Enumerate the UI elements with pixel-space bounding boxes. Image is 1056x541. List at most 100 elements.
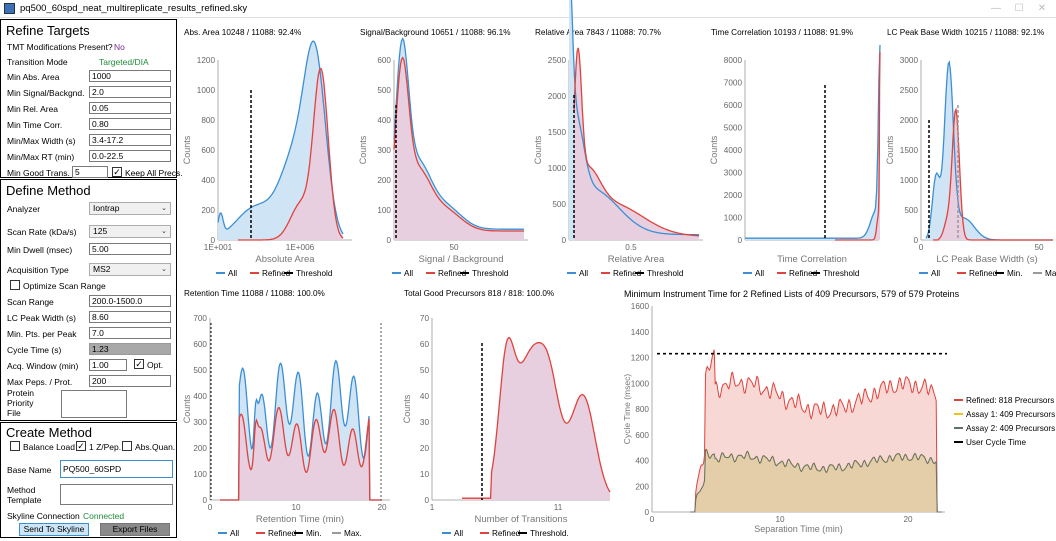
y-tick-label: 1400 — [631, 328, 650, 337]
skyline-connection-label: Skyline Connection — [7, 511, 80, 521]
y-tick-label: 1600 — [631, 302, 650, 311]
y-tick-label: 0 — [913, 236, 918, 245]
min-max-rt-label: Min/Max RT (min) — [7, 152, 75, 162]
x-tick-label: 0 — [208, 503, 213, 512]
close-button[interactable]: ✕ — [1037, 3, 1047, 14]
chevron-down-icon: ⌄ — [161, 228, 167, 235]
keep-all-precs-label: Keep All Precs. — [125, 168, 183, 178]
refined-series-line — [573, 47, 700, 237]
optimize-scan-range-checkbox[interactable] — [10, 280, 20, 290]
min-good-trans-input[interactable]: 5 — [72, 166, 108, 178]
y-tick-label: 70 — [420, 314, 430, 323]
abs-quan-checkbox[interactable] — [122, 441, 132, 451]
y-axis-title: Counts — [358, 135, 368, 164]
acquisition-type-select[interactable]: MS2 ⌄ — [89, 263, 171, 276]
method-template-input[interactable] — [60, 484, 173, 505]
cycle-chart-title: Minimum Instrument Time for 2 Refined Li… — [624, 289, 960, 299]
one-z-pep-checkbox[interactable]: ✓ — [76, 441, 86, 451]
x-axis-title: LC Peak Base Width (s) — [936, 254, 1037, 265]
export-files-button[interactable]: Export Files — [100, 523, 170, 536]
y-tick-label: 40 — [420, 392, 430, 401]
min-abs-area-label: Min Abs. Area — [7, 72, 60, 82]
max-peps-input[interactable]: 200 — [89, 375, 171, 387]
legend-label: Threshold. — [530, 529, 569, 538]
y-axis-title: Counts — [182, 394, 192, 423]
x-tick-label: 20 — [903, 515, 913, 524]
scan-range-input[interactable]: 200.0-1500.0 — [89, 295, 171, 307]
send-to-skyline-button[interactable]: Send To Skyline — [19, 523, 89, 536]
legend-label: Refined — [789, 269, 818, 278]
min-good-trans-label: Min Good Trans. — [7, 168, 70, 178]
min-abs-area-input[interactable]: 1000 — [89, 70, 171, 82]
x-tick-label: 1 — [430, 503, 435, 512]
min-max-rt-input[interactable]: 0.0-22.5 — [89, 150, 171, 162]
y-tick-label: 1200 — [197, 56, 216, 65]
y-tick-label: 1500 — [900, 146, 919, 155]
min-max-width-input[interactable]: 3.4-17.2 — [89, 134, 171, 146]
legend-label: All — [931, 269, 940, 278]
min-dwell-input[interactable]: 5.00 — [89, 243, 171, 255]
y-tick-label: 60 — [420, 340, 430, 349]
tcorr-chart-title: Time Correlation 10193 / 11088: 91.9% — [711, 28, 854, 37]
x-tick-label: 10 — [291, 503, 301, 512]
refined-series-line — [238, 67, 344, 241]
base-name-input[interactable]: PQ500_60SPD — [60, 460, 173, 478]
protein-priority-file-input[interactable] — [61, 390, 127, 418]
max-peps-label: Max Peps. / Prot. — [7, 377, 73, 387]
all-series-fill — [745, 45, 880, 240]
y-tick-label: 3000 — [900, 56, 919, 65]
legend-label: Min. — [1007, 269, 1022, 278]
opt-checkbox[interactable]: ✓ — [134, 359, 144, 369]
balance-load-checkbox[interactable] — [10, 441, 20, 451]
y-tick-label: 0 — [644, 508, 649, 517]
minimize-button[interactable]: — — [991, 3, 1001, 14]
min-pts-input[interactable]: 7.0 — [89, 327, 171, 339]
legend-label: Threshold — [472, 269, 509, 278]
refined-series-line — [690, 349, 942, 513]
acq-window-input[interactable]: 1.00 — [89, 359, 127, 371]
legend-label: Max. — [1045, 269, 1056, 278]
y-tick-label: 800 — [201, 116, 215, 125]
chevron-down-icon: ⌄ — [161, 205, 167, 212]
refined-series-fill — [574, 47, 699, 241]
min-rel-area-input[interactable]: 0.05 — [89, 102, 171, 114]
refined-series-fill — [462, 337, 610, 500]
y-axis-title: Counts — [709, 135, 719, 164]
min-time-corr-input[interactable]: 0.80 — [89, 118, 171, 130]
create-method-panel: Create Method Balance Load ✓ 1 Z/Pep. Ab… — [0, 422, 177, 538]
x-axis-title: Separation Time (min) — [754, 524, 843, 534]
define-method-panel: Define Method Analyzer Iontrap ⌄ Scan Rat… — [0, 179, 177, 421]
scan-rate-select[interactable]: 125 ⌄ — [89, 225, 171, 238]
cycle-time-value: 1.23 — [89, 343, 171, 355]
y-tick-label: 2000 — [724, 191, 743, 200]
y-tick-label: 50 — [420, 366, 430, 375]
y-tick-label: 200 — [193, 444, 207, 453]
y-tick-label: 400 — [201, 176, 215, 185]
refined-series-fill — [220, 407, 382, 500]
y-tick-label: 800 — [635, 405, 649, 414]
rel-chart: 0 500 1000 1500 2000 2500 0.5 Relative Area Coun… — [533, 0, 703, 278]
x-axis-title: Time Correlation — [777, 254, 847, 265]
legend-label: All — [454, 529, 463, 538]
analyzer-select[interactable]: Iontrap ⌄ — [89, 202, 171, 215]
create-method-header: Create Method — [6, 425, 92, 440]
all-series-line — [217, 40, 344, 235]
x-tick-label: 50 — [1034, 243, 1044, 252]
refined-series-line — [835, 51, 881, 241]
assay2-series-line — [690, 448, 942, 513]
y-tick-label: 0 — [210, 236, 215, 245]
y-tick-label: 100 — [193, 470, 207, 479]
method-template-label-1: Method — [7, 485, 36, 495]
maximize-button[interactable]: ☐ — [1014, 3, 1024, 14]
chevron-down-icon: ⌄ — [161, 266, 167, 273]
lc-peak-width-input[interactable]: 8.60 — [89, 311, 171, 323]
min-signal-input[interactable]: 2.0 — [89, 86, 171, 98]
keep-all-precs-checkbox[interactable]: ✓ — [112, 167, 122, 177]
min-signal-label: Min Signal/Backgnd. — [7, 88, 85, 98]
x-tick-label: 0.5 — [625, 243, 637, 252]
legend-label: Max. — [344, 529, 362, 538]
y-tick-label: 300 — [377, 146, 391, 155]
app-icon — [4, 3, 15, 14]
x-axis-title: Retention Time (min) — [256, 514, 344, 525]
